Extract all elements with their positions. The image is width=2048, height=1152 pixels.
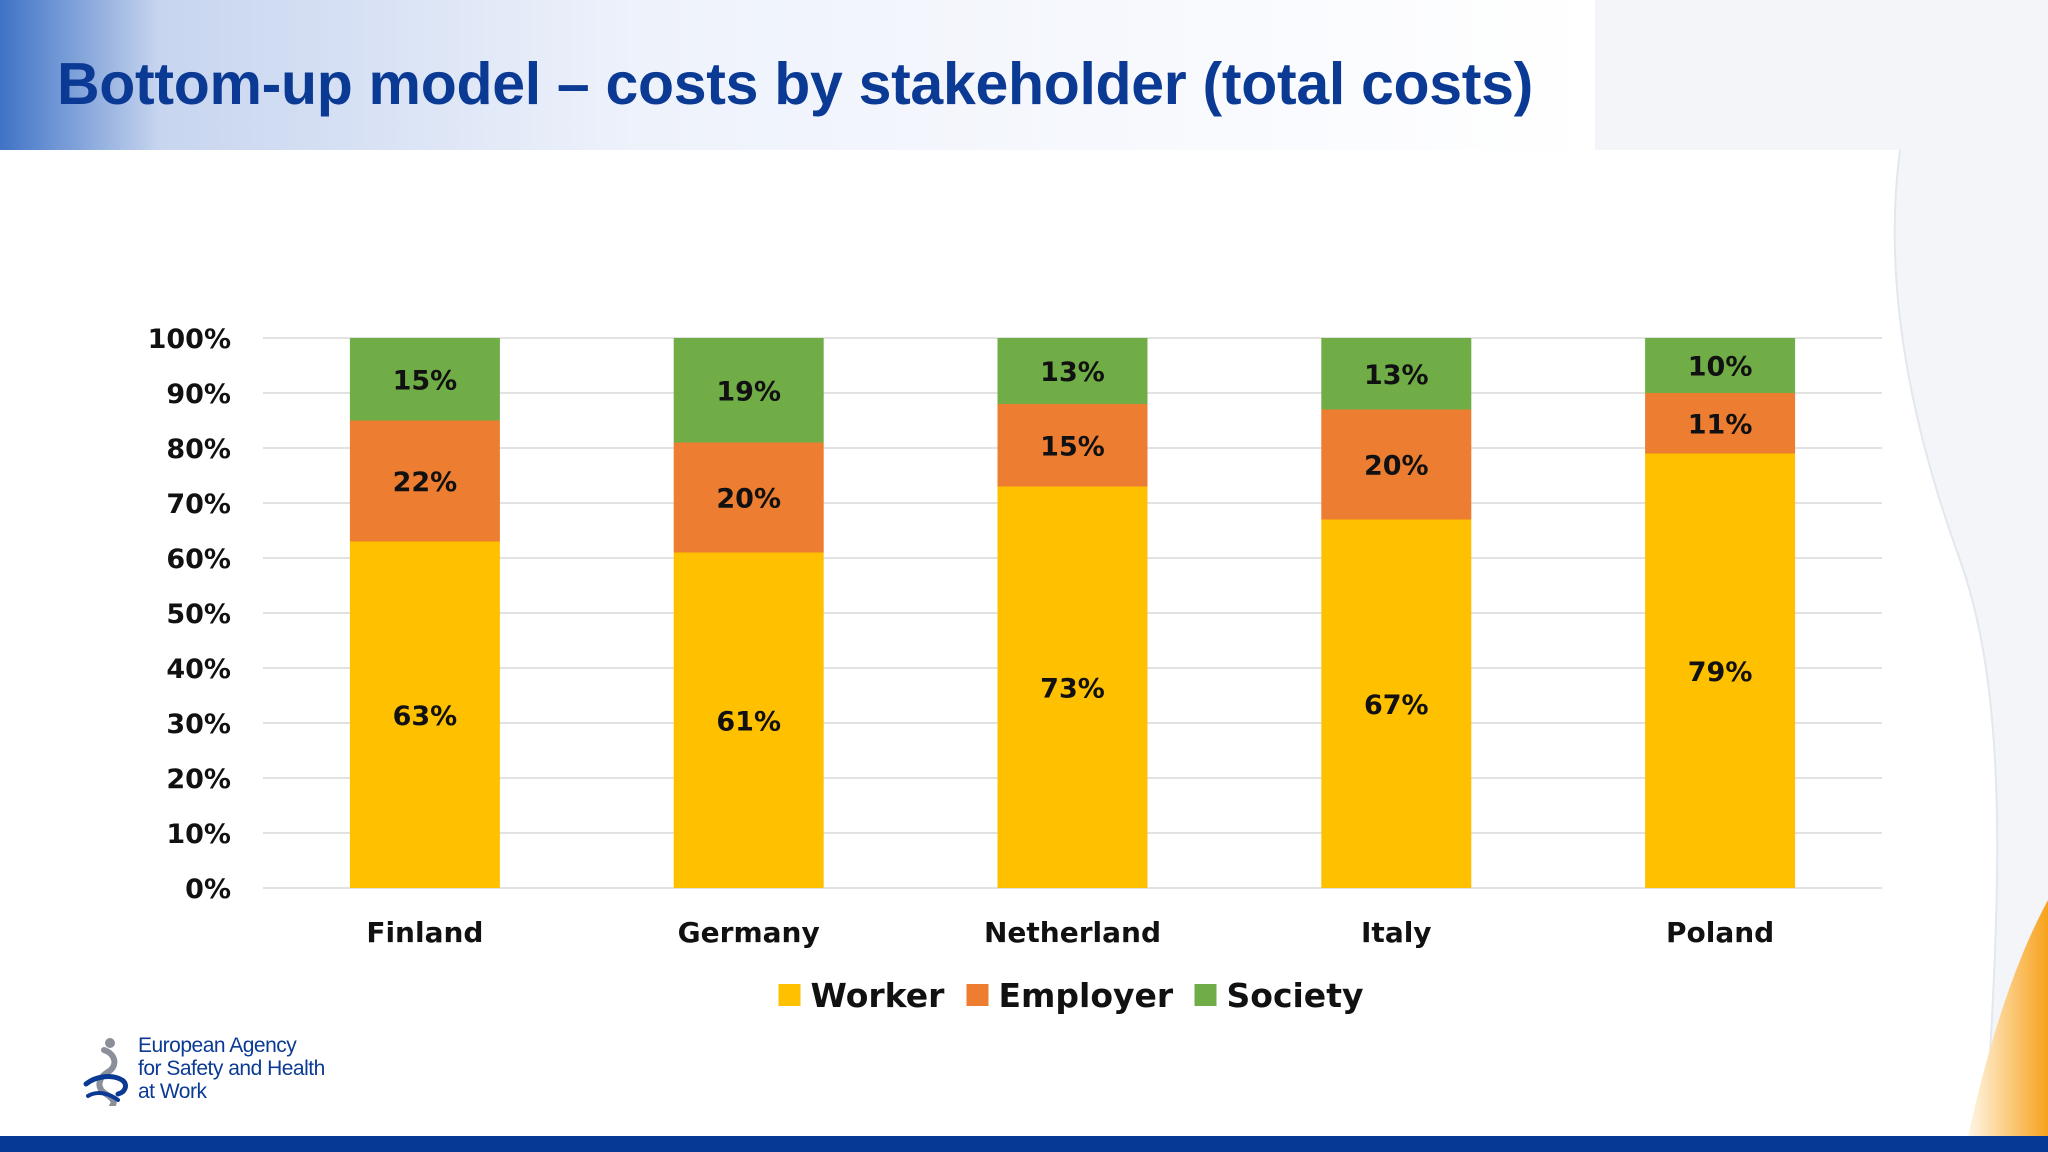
- bar-worker-poland: [1645, 453, 1796, 888]
- y-tick-label: 90%: [166, 379, 231, 410]
- data-label: 20%: [716, 484, 781, 515]
- bottom-bar: [0, 1136, 2048, 1152]
- data-label: 15%: [393, 365, 458, 396]
- x-tick-label: Germany: [678, 916, 820, 949]
- data-label: 63%: [393, 701, 458, 732]
- right-curve-shade: [1595, 0, 2048, 1136]
- x-tick-label: Finland: [366, 916, 483, 949]
- y-tick-label: 30%: [166, 709, 231, 740]
- legend-label-society: Society: [1227, 976, 1364, 1015]
- y-tick-label: 20%: [166, 764, 231, 795]
- x-tick-label: Italy: [1361, 916, 1432, 949]
- legend-label-worker: Worker: [811, 976, 946, 1015]
- y-tick-label: 100%: [148, 324, 231, 355]
- bar-worker-italy: [1321, 519, 1472, 888]
- bar-society-germany: [673, 338, 824, 443]
- y-tick-label: 40%: [166, 654, 231, 685]
- bar-employer-italy: [1321, 409, 1472, 520]
- slide-title: Bottom-up model – costs by stakeholder (…: [57, 51, 1533, 117]
- data-label: 19%: [716, 376, 781, 407]
- y-tick-label: 50%: [166, 599, 231, 630]
- x-tick-label: Poland: [1666, 916, 1774, 949]
- y-tick-label: 70%: [166, 489, 231, 520]
- bar-society-italy: [1321, 338, 1472, 410]
- x-tick-label: Netherland: [984, 916, 1161, 949]
- header-band: [0, 0, 1595, 150]
- logo-line-3: at Work: [138, 1080, 207, 1103]
- data-label: 73%: [1040, 673, 1105, 704]
- data-label: 11%: [1688, 409, 1753, 440]
- legend-swatch-employer: [966, 984, 989, 1006]
- bar-worker-germany: [673, 552, 824, 888]
- data-label: 15%: [1040, 431, 1105, 462]
- data-label: 67%: [1364, 690, 1429, 721]
- data-label: 13%: [1040, 357, 1105, 388]
- bar-worker-finland: [349, 541, 500, 888]
- y-tick-label: 60%: [166, 544, 231, 575]
- right-curve-line: [1893, 149, 1999, 1137]
- bar-worker-netherland: [997, 486, 1148, 888]
- y-tick-label: 10%: [166, 819, 231, 850]
- data-label: 22%: [393, 467, 458, 498]
- legend-swatch-society: [1194, 984, 1217, 1006]
- data-label: 10%: [1688, 352, 1753, 383]
- y-tick-label: 0%: [185, 874, 231, 905]
- eu-osha-figure-icon: [83, 1038, 128, 1106]
- orange-swoosh: [1968, 900, 2048, 1136]
- legend-swatch-worker: [778, 984, 801, 1006]
- data-label: 79%: [1688, 657, 1753, 688]
- data-label: 61%: [716, 706, 781, 737]
- bar-employer-germany: [673, 442, 824, 553]
- bar-employer-finland: [349, 420, 500, 542]
- bar-society-poland: [1645, 338, 1796, 393]
- y-tick-label: 80%: [166, 434, 231, 465]
- legend-label-employer: Employer: [999, 976, 1174, 1015]
- bar-society-netherland: [997, 338, 1148, 404]
- logo-line-2: for Safety and Health: [138, 1057, 325, 1080]
- logo-line-1: European Agency: [138, 1034, 297, 1057]
- bar-society-finland: [349, 338, 500, 421]
- data-label: 20%: [1364, 451, 1429, 482]
- logo-text: European Agency for Safety and Health at…: [138, 1034, 378, 1103]
- data-label: 13%: [1364, 360, 1429, 391]
- bar-employer-poland: [1645, 393, 1796, 454]
- bar-employer-netherland: [997, 404, 1148, 487]
